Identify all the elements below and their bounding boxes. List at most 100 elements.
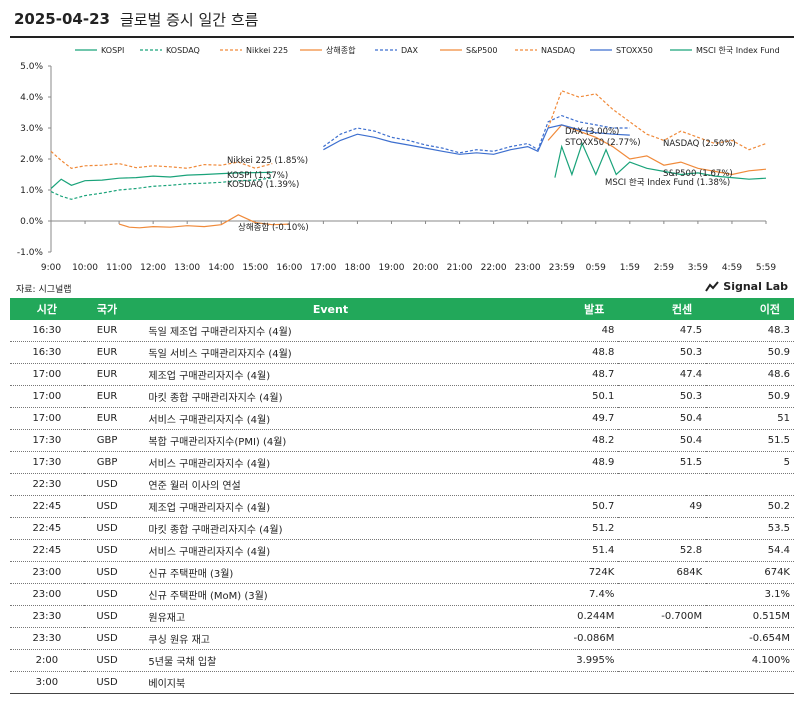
cell-actual: 48.8 — [530, 341, 619, 364]
legend-entry: MSCI 한국 Index Fund — [696, 46, 780, 55]
cell-time: 17:30 — [10, 429, 84, 452]
cell-time: 22:45 — [10, 517, 84, 540]
cell-country: USD — [83, 627, 131, 650]
legend-entry: DAX — [401, 46, 418, 55]
cell-consensus: 47.4 — [618, 363, 707, 386]
table-row: 17:30 GBP 서비스 구매관리자지수 (4월) 48.9 51.5 5 — [10, 451, 794, 474]
cell-previous: 3.1% — [706, 583, 794, 606]
cell-consensus: 50.3 — [618, 385, 707, 408]
cell-actual: 7.4% — [530, 583, 619, 606]
header-divider — [10, 36, 794, 38]
col-header-previous: 이전 — [706, 298, 794, 320]
economic-calendar-table: 시간 국가 Event 발표 컨센 이전 16:30 EUR 독일 제조업 구매관리… — [10, 298, 794, 694]
table-row: 22:30 USD 연준 월러 이사의 연설 — [10, 473, 794, 496]
col-header-event: Event — [130, 298, 531, 320]
cell-time: 17:30 — [10, 451, 84, 474]
cell-consensus: 47.5 — [618, 320, 707, 342]
cell-actual: 50.7 — [530, 495, 619, 518]
table-row: 22:45 USD 서비스 구매관리자지수 (4월) 51.4 52.8 54.4 — [10, 539, 794, 562]
cell-time: 22:45 — [10, 495, 84, 518]
cell-previous: 54.4 — [706, 539, 794, 562]
x-tick-label: 11:00 — [106, 263, 132, 273]
cell-country: EUR — [83, 320, 131, 342]
table-row: 17:00 EUR 서비스 구매관리자지수 (4월) 49.7 50.4 51 — [10, 407, 794, 430]
cell-time: 23:30 — [10, 605, 84, 628]
cell-time: 2:00 — [10, 649, 84, 672]
cell-consensus — [618, 517, 707, 540]
series-end-label: KOSPI (1.57%) — [227, 171, 288, 181]
cell-actual: 48.9 — [530, 451, 619, 474]
x-tick-label: 15:00 — [242, 263, 268, 273]
legend-entry: S&P500 — [466, 46, 497, 55]
y-tick-label: 0.0% — [20, 217, 43, 227]
cell-consensus: 50.3 — [618, 341, 707, 364]
cell-event: 독일 제조업 구매관리자지수 (4월) — [130, 320, 531, 342]
cell-previous: 0.515M — [706, 605, 794, 628]
cell-consensus: 50.4 — [618, 407, 707, 430]
legend-entry: Nikkei 225 — [246, 46, 288, 55]
x-tick-label: 16:00 — [276, 263, 302, 273]
cell-time: 17:00 — [10, 385, 84, 408]
cell-actual: 51.4 — [530, 539, 619, 562]
cell-country: EUR — [83, 385, 131, 408]
y-tick-label: 2.0% — [20, 155, 43, 165]
legend-entry: NASDAQ — [541, 46, 575, 55]
page-header: 2025-04-23 글로벌 증시 일간 흐름 — [14, 6, 258, 32]
cell-consensus: 684K — [618, 561, 707, 584]
table-row: 2:00 USD 5년물 국채 입찰 3.995% 4.100% — [10, 649, 794, 672]
x-tick-label: 14:00 — [208, 263, 234, 273]
cell-event: 제조업 구매관리자지수 (4월) — [130, 495, 531, 518]
y-tick-label: 4.0% — [20, 93, 43, 103]
cell-event: 복합 구매관리자지수(PMI) (4월) — [130, 429, 531, 452]
cell-previous — [706, 671, 794, 694]
cell-previous: 674K — [706, 561, 794, 584]
cell-previous: 51.5 — [706, 429, 794, 452]
cell-consensus — [618, 583, 707, 606]
cell-actual: -0.086M — [530, 627, 619, 650]
cell-previous: 50.9 — [706, 341, 794, 364]
x-tick-label: 19:00 — [379, 263, 405, 273]
cell-consensus: -0.700M — [618, 605, 707, 628]
series-line — [118, 214, 290, 229]
col-header-actual: 발표 — [530, 298, 619, 320]
cell-actual: 3.995% — [530, 649, 619, 672]
cell-consensus — [618, 627, 707, 650]
legend-entry: STOXX50 — [616, 46, 653, 55]
cell-country: USD — [83, 649, 131, 672]
x-tick-label: 17:00 — [310, 263, 336, 273]
cell-time: 23:00 — [10, 561, 84, 584]
series-line — [547, 90, 767, 151]
cell-consensus: 51.5 — [618, 451, 707, 474]
cell-time: 3:00 — [10, 671, 84, 694]
y-tick-label: 1.0% — [20, 186, 43, 196]
cell-previous: 51 — [706, 407, 794, 430]
source-label: 자료: 시그널랩 — [16, 285, 72, 295]
table-body: 16:30 EUR 독일 제조업 구매관리자지수 (4월) 48 47.5 48.3 16:… — [10, 320, 794, 694]
cell-country: EUR — [83, 407, 131, 430]
cell-time: 22:45 — [10, 539, 84, 562]
table-row: 23:30 USD 원유재고 0.244M -0.700M 0.515M — [10, 605, 794, 628]
table-row: 17:30 GBP 복합 구매관리자지수(PMI) (4월) 48.2 50.4 51.5 — [10, 429, 794, 452]
cell-country: GBP — [83, 451, 131, 474]
x-tick-label: 4:59 — [722, 263, 742, 273]
table-row: 17:00 EUR 제조업 구매관리자지수 (4월) 48.7 47.4 48.6 — [10, 363, 794, 386]
legend-entry: 상해종합 — [326, 45, 356, 55]
table-row: 23:30 USD 쿠싱 원유 재고 -0.086M -0.654M — [10, 627, 794, 650]
table-row: 22:45 USD 마킷 종합 구매관리자지수 (4월) 51.2 53.5 — [10, 517, 794, 540]
series-end-label: MSCI 한국 Index Fund (1.38%) — [605, 178, 730, 188]
cell-country: USD — [83, 583, 131, 606]
cell-previous: 48.3 — [706, 320, 794, 342]
cell-actual: 49.7 — [530, 407, 619, 430]
table-row: 16:30 EUR 독일 서비스 구매관리자지수 (4월) 48.8 50.3 50.9 — [10, 341, 794, 364]
legend-entry: KOSDAQ — [166, 46, 200, 55]
series-end-label: STOXX50 (2.77%) — [565, 138, 641, 148]
table-row: 16:30 EUR 독일 제조업 구매관리자지수 (4월) 48 47.5 48.3 — [10, 320, 794, 342]
cell-time: 17:00 — [10, 407, 84, 430]
x-tick-label: 0:59 — [586, 263, 606, 273]
cell-consensus: 49 — [618, 495, 707, 518]
y-tick-label: 5.0% — [20, 62, 43, 72]
cell-event: 원유재고 — [130, 605, 531, 628]
cell-country: USD — [83, 517, 131, 540]
cell-country: USD — [83, 671, 131, 694]
cell-previous: -0.654M — [706, 627, 794, 650]
